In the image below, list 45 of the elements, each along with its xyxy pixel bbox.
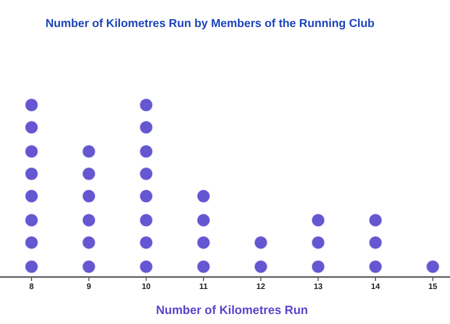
point xyxy=(196,260,210,274)
point xyxy=(139,236,154,250)
point xyxy=(24,144,38,158)
point xyxy=(24,166,38,181)
point xyxy=(139,213,154,228)
point xyxy=(311,260,326,274)
point xyxy=(24,236,38,250)
point xyxy=(139,260,154,274)
x-tick-label: 13 xyxy=(314,282,324,291)
point xyxy=(82,213,96,228)
point xyxy=(82,144,96,158)
point xyxy=(82,260,96,274)
point xyxy=(368,260,382,274)
point xyxy=(139,189,154,204)
point xyxy=(426,260,440,274)
point xyxy=(311,236,326,250)
point xyxy=(24,260,38,274)
point xyxy=(24,213,38,228)
point xyxy=(368,213,382,228)
point xyxy=(24,120,38,134)
point xyxy=(24,189,38,204)
point xyxy=(196,236,210,250)
point xyxy=(24,98,38,112)
point xyxy=(82,166,96,181)
x-tick-label: 15 xyxy=(428,282,438,291)
x-axis-title: Number of Kilometres Run xyxy=(156,303,308,317)
chart-title: Number of Kilometres Run by Members of the Running Club xyxy=(45,18,375,30)
point xyxy=(196,189,210,204)
point xyxy=(139,98,154,112)
x-tick-label: 8 xyxy=(29,282,34,291)
point xyxy=(82,236,96,250)
x-tick-label: 9 xyxy=(86,282,92,291)
point xyxy=(82,189,96,204)
point xyxy=(368,236,382,250)
point xyxy=(196,213,210,228)
x-tick-label: 11 xyxy=(199,282,208,291)
point xyxy=(139,144,154,158)
point xyxy=(311,213,326,228)
x-tick-label: 12 xyxy=(256,282,266,291)
point xyxy=(254,236,268,250)
point xyxy=(139,120,154,134)
point xyxy=(139,166,154,181)
x-tick-label: 10 xyxy=(142,282,152,291)
point xyxy=(254,260,268,274)
x-tick-label: 14 xyxy=(371,282,380,291)
